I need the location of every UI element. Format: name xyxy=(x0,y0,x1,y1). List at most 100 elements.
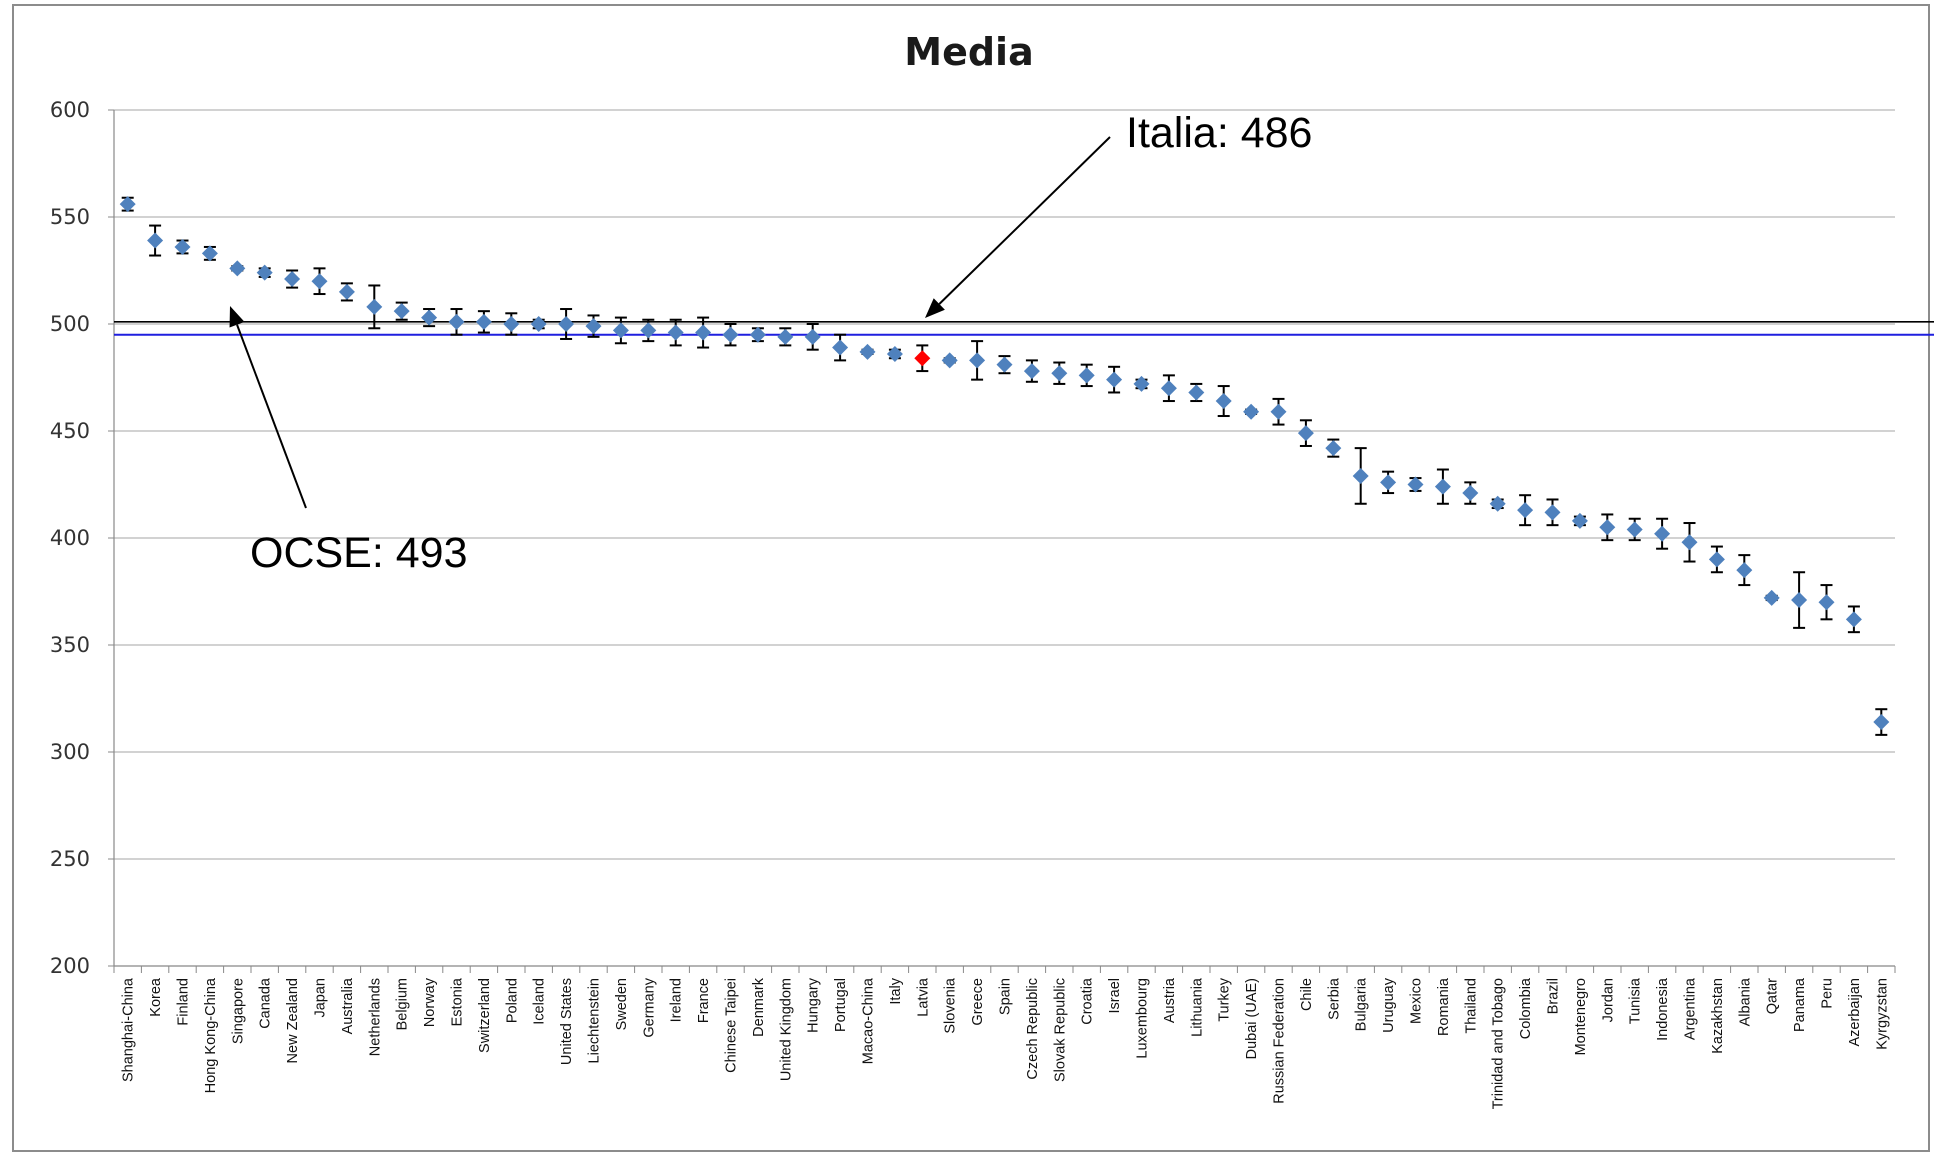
data-marker xyxy=(695,324,712,341)
x-tick-label: Chile xyxy=(1299,978,1315,1011)
italia-annotation: Italia: 486 xyxy=(1126,109,1312,157)
data-marker xyxy=(366,298,383,315)
chart-frame xyxy=(12,4,1930,1152)
data-marker xyxy=(1736,562,1753,579)
x-tick-label: Kazakhstan xyxy=(1710,978,1726,1054)
x-tick-label: Iceland xyxy=(532,978,548,1025)
data-marker xyxy=(1489,495,1506,512)
y-axis: 200 250 300 350 400 450 500 550 600 xyxy=(50,98,115,978)
data-point xyxy=(1270,397,1287,426)
x-tick-label: Ireland xyxy=(669,978,685,1022)
data-point xyxy=(612,316,629,345)
x-tick-label: Mexico xyxy=(1409,978,1425,1024)
data-marker xyxy=(147,232,164,249)
x-tick-label: Germany xyxy=(641,977,657,1037)
italia-arrow-head xyxy=(925,298,945,318)
ocse-annotation: OCSE: 493 xyxy=(250,529,468,577)
x-tick-label: Japan xyxy=(313,978,329,1018)
x-tick-label: Qatar xyxy=(1765,978,1781,1014)
x-tick-label: Azerbaijan xyxy=(1847,978,1863,1047)
data-marker xyxy=(201,245,218,262)
x-tick-label: Greece xyxy=(970,978,986,1026)
data-marker xyxy=(1708,551,1725,568)
data-marker xyxy=(914,350,931,367)
data-point xyxy=(640,318,657,343)
data-marker xyxy=(1160,380,1177,397)
data-marker xyxy=(1763,589,1780,606)
data-point xyxy=(1818,584,1835,621)
data-marker xyxy=(1106,371,1123,388)
data-point xyxy=(1599,513,1616,542)
data-marker xyxy=(640,322,657,339)
x-tick-label: Peru xyxy=(1820,978,1836,1009)
data-marker xyxy=(941,352,958,369)
data-marker xyxy=(969,352,986,369)
ocse-arrow-head xyxy=(229,306,245,328)
x-tick-label: Sweden xyxy=(614,978,630,1030)
data-point xyxy=(1352,447,1369,505)
x-tick-label: Korea xyxy=(148,977,164,1017)
data-marker xyxy=(1243,403,1260,420)
data-point xyxy=(1763,589,1780,606)
y-tick-label: 450 xyxy=(50,419,90,443)
data-marker xyxy=(1517,502,1534,519)
x-tick-label: Italy xyxy=(888,977,904,1004)
data-point xyxy=(174,238,191,255)
x-tick-label: France xyxy=(696,978,712,1023)
data-point xyxy=(475,310,492,334)
data-point xyxy=(119,196,136,213)
x-tick-label: New Zealand xyxy=(285,978,301,1063)
data-point xyxy=(1626,517,1643,542)
italia-arrow xyxy=(938,136,1111,305)
x-tick-label: Argentina xyxy=(1683,977,1699,1040)
x-tick-label: Panama xyxy=(1792,977,1808,1032)
x-axis: Shanghai-China Korea Finland Hong Kong-Chin… xyxy=(113,965,1896,1109)
x-tick-label: Dubai (UAE) xyxy=(1244,978,1260,1059)
data-marker xyxy=(475,313,492,330)
x-tick-label: Colombia xyxy=(1518,977,1534,1039)
data-marker xyxy=(558,316,575,332)
x-tick-label: Czech Republic xyxy=(1025,978,1041,1080)
data-point xyxy=(1845,605,1862,634)
x-tick-label: Croatia xyxy=(1080,977,1096,1025)
reference-lines xyxy=(114,321,1934,336)
data-point xyxy=(969,340,986,381)
data-marker xyxy=(1407,476,1424,493)
x-tick-label: Chinese Taipei xyxy=(724,978,740,1073)
x-tick-label: Netherlands xyxy=(367,978,383,1056)
ocse-arrow xyxy=(236,324,307,509)
data-point xyxy=(585,314,602,338)
x-tick-label: Brazil xyxy=(1546,978,1562,1014)
data-marker xyxy=(284,271,301,288)
data-point xyxy=(1434,468,1451,505)
data-point xyxy=(1106,365,1123,394)
data-marker xyxy=(1599,519,1616,536)
data-marker xyxy=(1791,592,1808,609)
x-tick-label: Thailand xyxy=(1463,978,1479,1034)
data-marker xyxy=(1873,714,1890,731)
data-point xyxy=(1133,375,1150,392)
data-marker xyxy=(1462,485,1479,502)
data-point xyxy=(201,245,218,262)
data-marker xyxy=(229,260,246,277)
data-point xyxy=(366,284,383,330)
x-tick-label: Shanghai-China xyxy=(121,977,137,1082)
data-marker xyxy=(804,328,821,345)
data-marker xyxy=(722,326,739,343)
data-marker xyxy=(667,324,684,341)
x-tick-label: Kyrgyzstan xyxy=(1874,978,1890,1050)
x-tick-label: Hungary xyxy=(806,977,822,1033)
data-point xyxy=(284,269,301,289)
x-tick-label: Slovenia xyxy=(943,977,959,1034)
data-point xyxy=(530,316,547,332)
data-point xyxy=(1544,498,1561,527)
x-tick-label: United Kingdom xyxy=(778,978,794,1081)
x-tick-label: Bulgaria xyxy=(1354,977,1370,1031)
data-point xyxy=(1051,361,1068,385)
data-points xyxy=(119,196,1890,736)
y-tick-label: 300 xyxy=(50,740,90,764)
x-tick-label: Albania xyxy=(1737,977,1753,1026)
x-tick-label: Canada xyxy=(258,977,274,1029)
data-point xyxy=(777,327,794,347)
data-marker xyxy=(1626,521,1643,538)
